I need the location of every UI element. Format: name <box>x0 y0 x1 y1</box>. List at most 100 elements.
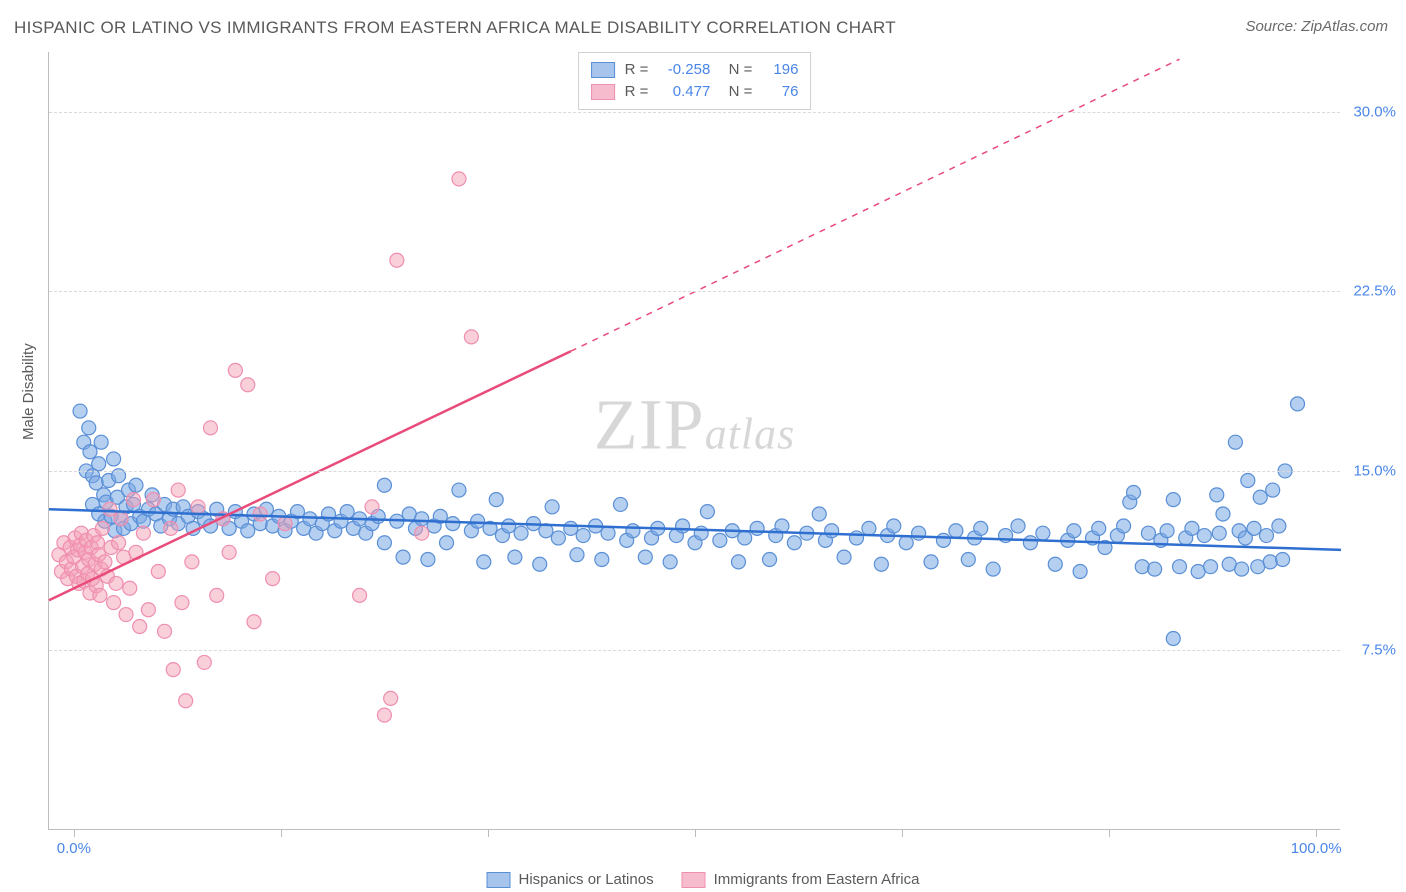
gridline <box>49 471 1340 472</box>
point-ea <box>253 507 267 521</box>
r-value-hisp: -0.258 <box>658 59 710 81</box>
n-value-ea: 76 <box>762 81 798 103</box>
point-ea <box>141 603 155 617</box>
legend-row-hisp: R = -0.258 N = 196 <box>591 59 799 81</box>
bottom-legend-ea-label: Immigrants from Eastern Africa <box>714 871 920 888</box>
point-ea <box>98 555 112 569</box>
point-ea <box>119 608 133 622</box>
point-hisp <box>1023 536 1037 550</box>
point-hisp <box>713 533 727 547</box>
point-hisp <box>1036 526 1050 540</box>
point-hisp <box>421 552 435 566</box>
point-hisp <box>241 524 255 538</box>
point-hisp <box>738 531 752 545</box>
point-ea <box>191 500 205 514</box>
point-ea <box>95 521 109 535</box>
point-hisp <box>936 533 950 547</box>
point-hisp <box>874 557 888 571</box>
point-hisp <box>94 435 108 449</box>
gridline <box>49 650 1340 651</box>
point-hisp <box>452 483 466 497</box>
legend-row-ea: R = 0.477 N = 76 <box>591 81 799 103</box>
point-hisp <box>576 529 590 543</box>
point-hisp <box>83 445 97 459</box>
point-ea <box>228 363 242 377</box>
point-ea <box>266 572 280 586</box>
point-hisp <box>1117 519 1131 533</box>
point-ea <box>158 624 172 638</box>
y-axis-title: Male Disability <box>20 343 37 440</box>
y-tick-label: 22.5% <box>1353 283 1396 300</box>
correlation-legend: R = -0.258 N = 196 R = 0.477 N = 76 <box>578 52 812 110</box>
chart-title: HISPANIC OR LATINO VS IMMIGRANTS FROM EA… <box>14 18 896 38</box>
point-ea <box>390 253 404 267</box>
point-ea <box>377 708 391 722</box>
point-hisp <box>1253 490 1267 504</box>
point-hisp <box>1247 521 1261 535</box>
point-hisp <box>763 552 777 566</box>
point-hisp <box>446 517 460 531</box>
point-hisp <box>570 548 584 562</box>
swatch-hisp-icon <box>487 872 511 888</box>
point-ea <box>93 588 107 602</box>
bottom-legend-hisp: Hispanics or Latinos <box>487 871 654 888</box>
point-hisp <box>396 550 410 564</box>
point-ea <box>136 526 150 540</box>
point-hisp <box>837 550 851 564</box>
point-ea <box>185 555 199 569</box>
point-hisp <box>502 519 516 533</box>
point-hisp <box>862 521 876 535</box>
point-ea <box>166 663 180 677</box>
point-ea <box>112 536 126 550</box>
point-ea <box>164 521 178 535</box>
point-hisp <box>613 497 627 511</box>
gridline <box>49 112 1340 113</box>
point-ea <box>175 596 189 610</box>
point-ea <box>151 564 165 578</box>
point-hisp <box>545 500 559 514</box>
x-tick <box>902 829 903 837</box>
point-hisp <box>825 524 839 538</box>
n-label: N = <box>720 81 752 103</box>
point-hisp <box>1216 507 1230 521</box>
point-hisp <box>1073 564 1087 578</box>
point-ea <box>452 172 466 186</box>
point-hisp <box>1210 488 1224 502</box>
point-hisp <box>477 555 491 569</box>
point-hisp <box>731 555 745 569</box>
x-tick <box>74 829 75 837</box>
source-attribution: Source: ZipAtlas.com <box>1245 18 1388 35</box>
point-hisp <box>1212 526 1226 540</box>
point-ea <box>133 620 147 634</box>
point-ea <box>179 694 193 708</box>
point-ea <box>146 493 160 507</box>
point-hisp <box>1259 529 1273 543</box>
x-axis-label-right: 100.0% <box>1291 840 1342 857</box>
point-hisp <box>601 526 615 540</box>
plot-area: ZIPatlas R = -0.258 N = 196 R = 0.477 N … <box>48 52 1340 830</box>
n-label: N = <box>720 59 752 81</box>
point-ea <box>365 500 379 514</box>
point-hisp <box>489 493 503 507</box>
point-hisp <box>340 505 354 519</box>
x-tick <box>1316 829 1317 837</box>
point-hisp <box>73 404 87 418</box>
point-hisp <box>1048 557 1062 571</box>
point-ea <box>123 581 137 595</box>
point-hisp <box>912 526 926 540</box>
point-hisp <box>129 478 143 492</box>
point-hisp <box>663 555 677 569</box>
point-ea <box>171 483 185 497</box>
point-hisp <box>533 557 547 571</box>
r-label: R = <box>625 59 649 81</box>
point-hisp <box>887 519 901 533</box>
point-hisp <box>949 524 963 538</box>
x-axis-label-left: 0.0% <box>57 840 91 857</box>
bottom-legend: Hispanics or Latinos Immigrants from Eas… <box>487 871 920 888</box>
point-hisp <box>1276 552 1290 566</box>
point-ea <box>210 588 224 602</box>
point-hisp <box>564 521 578 535</box>
point-hisp <box>1166 631 1180 645</box>
chart-svg <box>49 52 1340 829</box>
point-hisp <box>82 421 96 435</box>
